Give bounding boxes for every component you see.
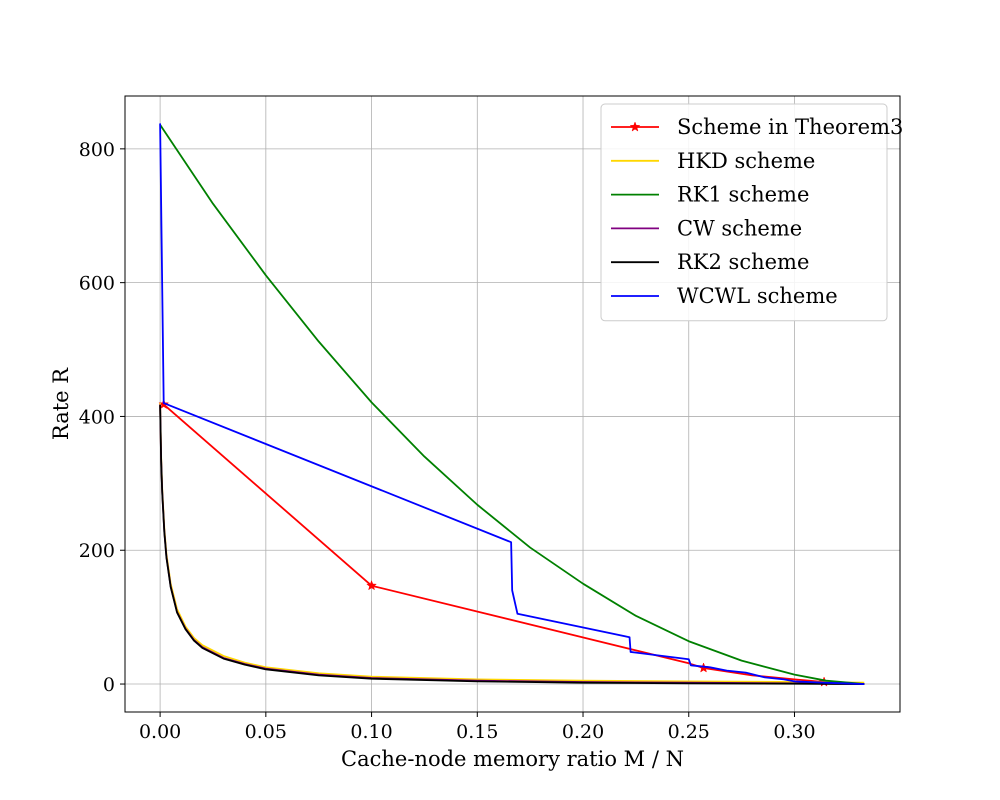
legend-item: CW scheme <box>611 216 802 240</box>
x-tick-label: 0.05 <box>245 721 287 743</box>
series-rk1-scheme <box>159 124 865 685</box>
legend-label: RK1 scheme <box>677 183 809 207</box>
x-tick-label: 0.00 <box>139 721 181 743</box>
series-rk2-scheme <box>159 405 865 685</box>
x-tick-label: 0.20 <box>562 721 604 743</box>
legend-label: Scheme in Theorem3 <box>677 115 903 139</box>
legend-item: Scheme in Theorem3 <box>611 115 903 139</box>
y-tick-label: 600 <box>79 273 115 295</box>
series-line-rk1-scheme <box>159 124 865 685</box>
legend-label: RK2 scheme <box>677 250 809 274</box>
y-tick-label: 200 <box>79 540 115 562</box>
legend-item: RK2 scheme <box>611 250 809 274</box>
legend-item: HKD scheme <box>611 149 815 173</box>
legend: Scheme in Theorem3 HKD scheme RK1 scheme CW… <box>600 103 903 322</box>
plot-area <box>158 123 865 687</box>
x-axis: 0.00 0.05 0.10 0.15 0.20 0.25 0.30 <box>139 712 816 743</box>
series-line-wcwl-scheme <box>159 123 865 685</box>
legend-item: RK1 scheme <box>611 183 809 207</box>
y-tick-label: 0 <box>103 674 115 696</box>
legend-label: WCWL scheme <box>677 284 838 308</box>
legend-label: CW scheme <box>677 216 802 240</box>
x-tick-label: 0.30 <box>773 721 815 743</box>
axes-frame <box>124 95 901 713</box>
x-tick-label: 0.15 <box>456 721 498 743</box>
y-tick-label: 800 <box>79 139 115 161</box>
data-point-star <box>366 579 378 591</box>
legend-label: HKD scheme <box>677 149 815 173</box>
x-axis-label: Cache-node memory ratio M / N <box>341 747 684 771</box>
series-line-rk2-scheme <box>159 405 865 685</box>
y-axis-label: Rate R <box>49 367 73 440</box>
legend-star-marker <box>629 121 641 132</box>
legend-box <box>600 103 888 322</box>
y-axis: 0 200 400 600 800 <box>79 139 125 696</box>
series-layer <box>158 123 865 687</box>
legend-item: WCWL scheme <box>611 284 838 308</box>
series-wcwl-scheme <box>159 123 865 685</box>
x-tick-label: 0.25 <box>668 721 710 743</box>
x-tick-label: 0.10 <box>350 721 392 743</box>
y-tick-label: 400 <box>79 406 115 428</box>
